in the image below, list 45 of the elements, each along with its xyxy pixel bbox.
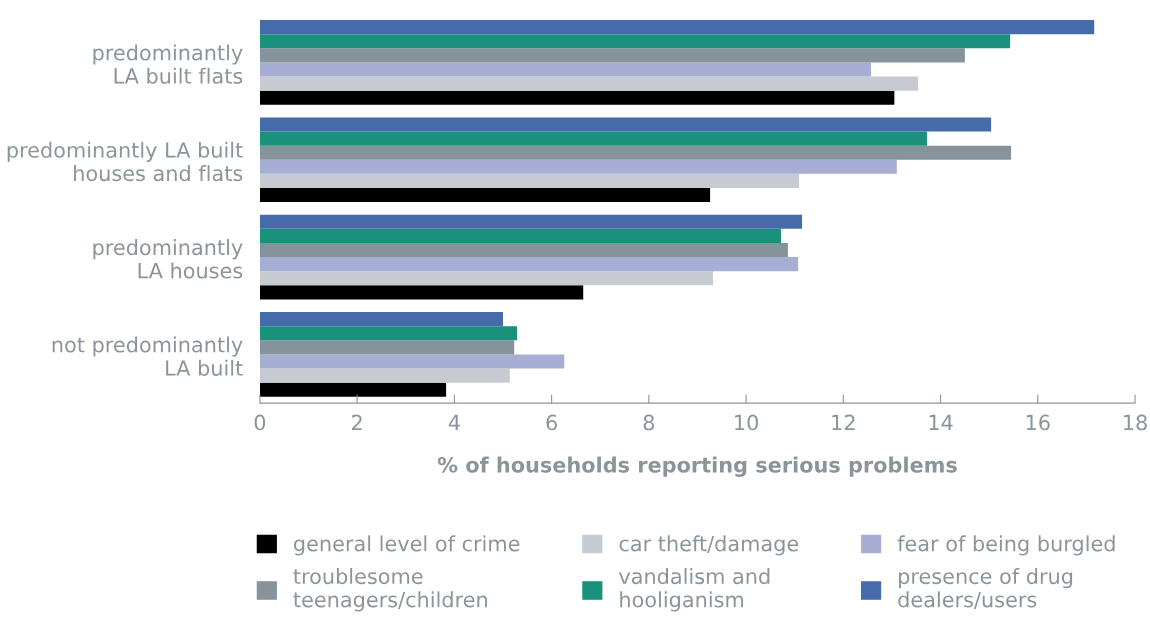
legend-label: car theft/damage (619, 535, 799, 556)
x-tick-label: 0 (254, 414, 266, 431)
y-tick-label: not predominantly LA built (52, 336, 243, 376)
x-tick-label: 18 (1124, 414, 1147, 431)
bar (259, 20, 1095, 35)
legend-label: fear of being burgled (897, 535, 1115, 556)
bar (259, 131, 927, 146)
y-tick-label: predominantly LA built houses and flats (7, 141, 243, 182)
x-tick-label: 6 (546, 414, 557, 431)
bar (259, 257, 799, 272)
x-tick-label: 2 (352, 414, 362, 431)
bar (259, 228, 782, 243)
bar (259, 159, 897, 174)
x-tick-label: 14 (929, 414, 953, 431)
legend-label: troublesome teenagers/children (293, 568, 487, 612)
x-axis-title: % of households reporting serious problems (437, 456, 957, 477)
x-tick-label: 8 (643, 414, 655, 431)
x-tick-label: 12 (832, 414, 855, 431)
bar (259, 62, 872, 77)
legend-label: vandalism and hooliganism (619, 568, 770, 612)
bar (259, 340, 515, 355)
bar (259, 242, 788, 258)
bar (259, 271, 714, 286)
x-tick-label: 16 (1026, 414, 1050, 431)
x-tick-label: 10 (735, 414, 758, 431)
legend-label: presence of drug dealers/users (898, 568, 1073, 610)
bar (259, 187, 711, 203)
legend-label: general level of crime (294, 535, 520, 556)
x-tick-label: 4 (448, 414, 460, 431)
bar (259, 173, 800, 188)
y-tick-label: predominantly LA built flats (93, 44, 243, 84)
bar (259, 354, 565, 369)
bar (259, 34, 1011, 49)
bar (259, 214, 803, 229)
bar (259, 326, 518, 341)
bar (259, 285, 584, 300)
bar (259, 368, 510, 383)
bar (259, 90, 895, 105)
bar (259, 76, 919, 91)
y-tick-label: predominantly LA houses (93, 239, 243, 279)
bar (259, 312, 503, 327)
bar (259, 48, 965, 63)
bar (259, 145, 1012, 160)
bar (259, 117, 992, 132)
bar (259, 382, 447, 397)
